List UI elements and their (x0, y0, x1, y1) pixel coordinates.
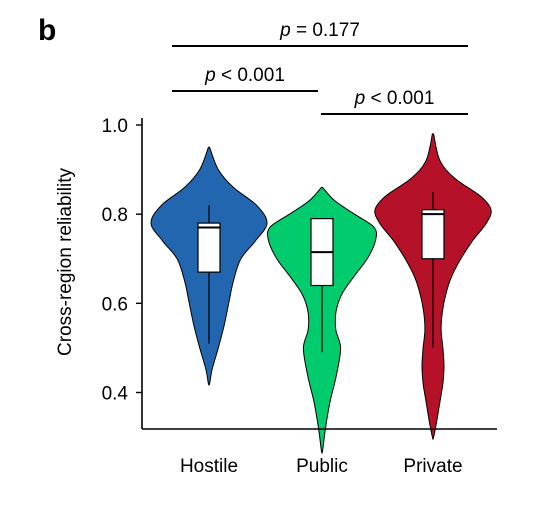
y-ticks: 1.0 0.8 0.6 0.4 (102, 116, 142, 405)
x-tick-label-hostile: Hostile (180, 456, 238, 477)
violins (150, 133, 492, 454)
x-tick-label-public: Public (296, 456, 348, 477)
significance-label-3: p < 0.001 (354, 88, 435, 109)
violin-private (374, 133, 492, 440)
panel-label: b (38, 14, 56, 47)
y-tick-label: 0.8 (102, 205, 128, 226)
y-tick-label: 0.6 (102, 294, 128, 315)
box-hostile (197, 222, 221, 273)
significance-label-1: p = 0.177 (279, 20, 360, 41)
significance-annotations: p = 0.177 p < 0.001 p < 0.001 (172, 20, 468, 115)
y-tick-label: 0.4 (102, 384, 129, 405)
significance-label-2: p < 0.001 (204, 65, 285, 86)
box-private (421, 209, 445, 260)
violin-hostile (150, 146, 268, 386)
violin-public (266, 186, 378, 454)
x-ticks: Hostile Public Private (180, 456, 463, 477)
y-tick-label: 1.0 (102, 116, 128, 137)
axes (141, 118, 497, 430)
x-tick-label-private: Private (403, 456, 462, 477)
y-axis-label: Cross-region reliability (55, 168, 76, 356)
